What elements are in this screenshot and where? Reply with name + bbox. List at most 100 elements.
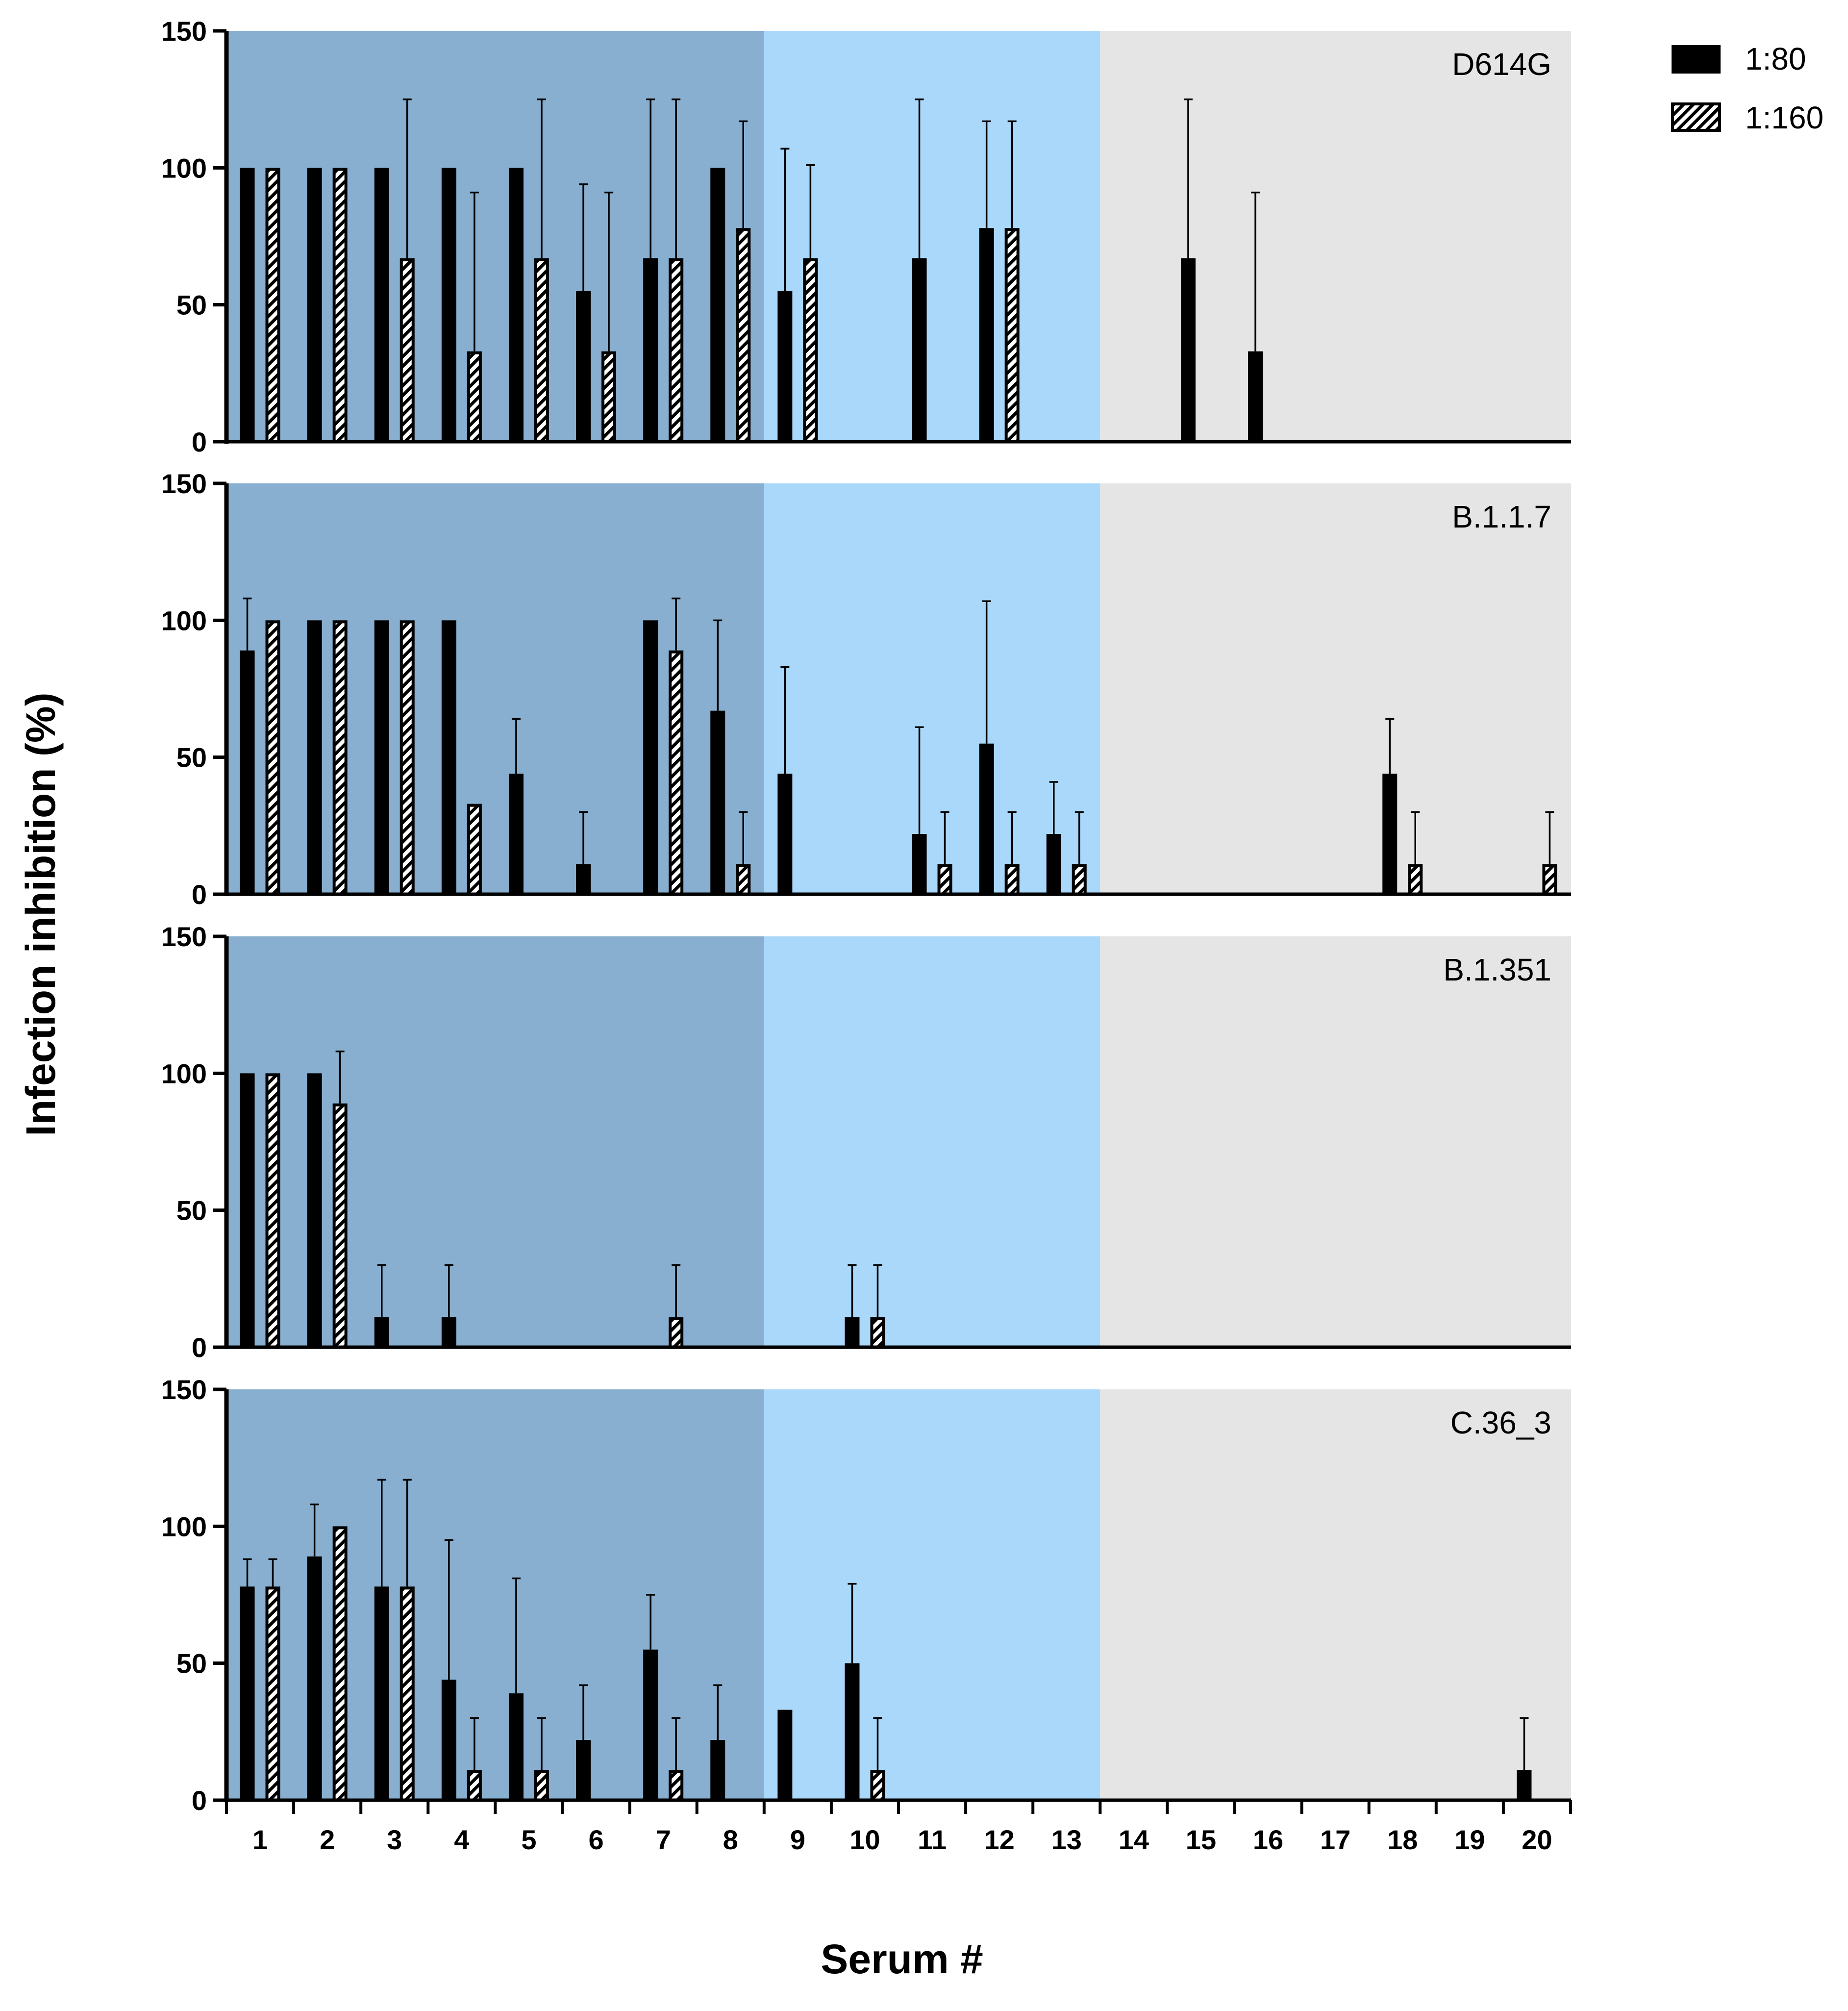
panel-2: 0 50 100 150 B.1.351: [161, 921, 1571, 1363]
bar-1-80: [307, 620, 322, 894]
y-tick-label: 100: [161, 1058, 207, 1089]
y-tick-label: 50: [176, 1648, 207, 1679]
bar-1-160: [937, 864, 952, 896]
bar-1-160: [534, 1770, 549, 1802]
bar-1-160: [467, 804, 482, 896]
bar-1-80: [508, 774, 524, 894]
bar-1-80: [240, 1586, 255, 1800]
x-tick-label: 15: [1186, 1824, 1216, 1855]
bar-1-80: [912, 834, 927, 894]
bar-1-160: [265, 1586, 280, 1802]
bar-1-80: [576, 1740, 591, 1800]
legend: 1:80 1:160: [1671, 41, 1823, 135]
bar-1-160: [332, 1526, 348, 1802]
bar-1-80: [240, 1073, 255, 1347]
x-tick-label: 14: [1119, 1824, 1149, 1855]
y-axis-title: Infection inhibition (%): [18, 692, 64, 1136]
x-tick-label: 13: [1051, 1824, 1082, 1855]
background-band: [764, 483, 1100, 894]
bar-1-80: [240, 168, 255, 442]
bar-1-160: [265, 1073, 280, 1349]
bar-1-80: [1046, 834, 1061, 894]
bar-1-160: [736, 228, 751, 443]
chart-panels: 0 50 100 150 D614G 0 50 100 150 B.1.1.7 0 50 100 150 B…: [161, 16, 1571, 1816]
x-tick-label: 6: [588, 1824, 603, 1855]
legend-label-1-80: 1:80: [1745, 41, 1806, 76]
bar-1-80: [307, 168, 322, 442]
bar-1-80: [979, 743, 994, 894]
bar-1-80: [1248, 351, 1263, 442]
panel-3: 0 50 100 150 C.36_3: [161, 1374, 1571, 1816]
bar-1-160: [332, 1103, 348, 1349]
legend-swatch-solid: [1672, 45, 1721, 74]
panel-1: 0 50 100 150 B.1.1.7: [161, 468, 1571, 910]
bar-1-80: [508, 1693, 524, 1800]
bar-1-80: [912, 258, 927, 442]
x-tick-label: 19: [1454, 1824, 1485, 1855]
bar-1-160: [400, 1586, 415, 1802]
background-band: [764, 936, 1100, 1347]
x-tick-label: 7: [656, 1824, 671, 1855]
bar-1-160: [870, 1770, 885, 1802]
bar-1-80: [710, 1740, 725, 1800]
y-tick-label: 150: [161, 1374, 207, 1405]
bar-1-80: [307, 1556, 322, 1800]
bar-1-160: [669, 258, 684, 444]
y-tick-label: 150: [161, 16, 207, 47]
x-tick-label: 1: [252, 1824, 268, 1855]
bar-1-160: [1004, 864, 1020, 896]
bar-1-80: [643, 258, 658, 442]
background-band: [226, 483, 764, 894]
background-band: [1100, 1389, 1571, 1800]
bar-1-160: [870, 1317, 885, 1349]
bar-1-160: [467, 1770, 482, 1802]
y-tick-label: 50: [176, 290, 207, 321]
bar-1-160: [803, 258, 818, 444]
bar-1-160: [534, 258, 549, 444]
bar-1-80: [374, 1317, 389, 1347]
background-band: [1100, 483, 1571, 894]
bar-1-80: [845, 1663, 860, 1800]
x-tick-label: 9: [790, 1824, 805, 1855]
bar-1-80: [441, 1317, 456, 1347]
background-band: [1100, 31, 1571, 442]
bar-1-80: [508, 168, 524, 442]
bar-1-80: [777, 774, 793, 894]
bar-1-160: [669, 1770, 684, 1802]
y-tick-label: 50: [176, 1195, 207, 1226]
bar-1-80: [307, 1073, 322, 1347]
y-tick-label: 100: [161, 152, 207, 183]
background-band: [764, 31, 1100, 442]
bar-1-160: [332, 168, 348, 444]
x-tick-label: 8: [723, 1824, 738, 1855]
y-tick-label: 0: [192, 427, 207, 457]
x-tick-label: 10: [849, 1824, 880, 1855]
bar-1-80: [441, 1680, 456, 1800]
bar-1-80: [374, 620, 389, 894]
bar-1-80: [576, 291, 591, 442]
bar-1-80: [643, 620, 658, 894]
panel-label: D614G: [1452, 47, 1551, 82]
bar-1-80: [374, 1586, 389, 1800]
panel-0: 0 50 100 150 D614G: [161, 16, 1571, 457]
bar-1-160: [1004, 228, 1020, 443]
bar-1-160: [332, 620, 348, 896]
x-tick-label: 17: [1320, 1824, 1350, 1855]
background-band: [1100, 936, 1571, 1347]
bar-1-80: [240, 650, 255, 894]
x-tick-label: 4: [454, 1824, 469, 1855]
bar-1-160: [669, 1317, 684, 1349]
panel-label: C.36_3: [1450, 1405, 1551, 1440]
bar-1-160: [400, 258, 415, 444]
bar-1-160: [265, 620, 280, 896]
bar-1-160: [1408, 864, 1423, 896]
background-band: [226, 936, 764, 1347]
bar-1-80: [441, 168, 456, 442]
bar-1-80: [710, 168, 725, 442]
bar-1-160: [400, 620, 415, 896]
x-tick-label: 20: [1522, 1824, 1552, 1855]
panel-label: B.1.1.7: [1452, 499, 1551, 534]
y-tick-label: 100: [161, 1511, 207, 1542]
bar-1-80: [374, 168, 389, 442]
